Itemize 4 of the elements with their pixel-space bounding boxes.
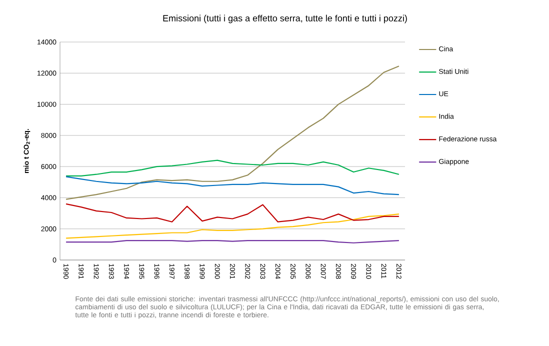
line-series [66, 203, 400, 222]
line-series [66, 214, 400, 239]
line-series [66, 160, 400, 176]
chart-title: Emissioni (tutti i gas a effetto serra, tutte le fonti e tutti i pozzi) [163, 14, 407, 24]
